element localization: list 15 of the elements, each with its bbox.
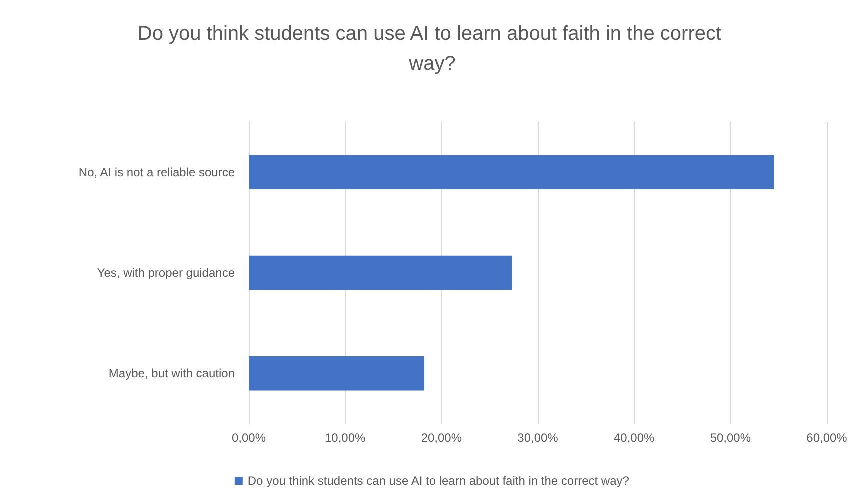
x-tick-label: 30,00% (518, 431, 559, 445)
y-tick-label: Maybe, but with caution (108, 366, 235, 381)
x-tick-label: 20,00% (421, 431, 462, 445)
x-tick-label: 60,00% (806, 431, 848, 445)
x-tick-label: 10,00% (324, 431, 366, 445)
x-tick-label: 40,00% (614, 431, 656, 445)
bar (249, 155, 774, 190)
x-tick-label: 0,00% (232, 431, 266, 445)
x-tick-label: 50,00% (710, 431, 752, 445)
chart-title: Do you think students can use AI to learn about faith in the correct way? (138, 23, 728, 75)
bar (249, 256, 512, 290)
legend-label: Do you think students can use AI to learn about faith in the correct way? (248, 474, 630, 488)
bar (249, 356, 424, 391)
y-tick-label: Yes, with proper guidance (97, 266, 236, 280)
y-tick-label: No, AI is not a reliable source (78, 165, 236, 180)
